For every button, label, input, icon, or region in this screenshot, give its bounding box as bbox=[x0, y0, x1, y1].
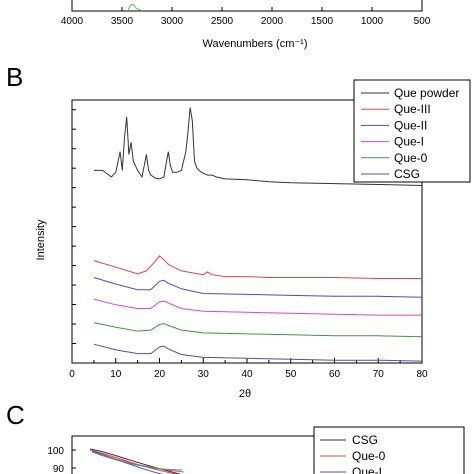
panel-a-ticks: 4000 3500 3000 2500 2000 1500 1000 500 bbox=[61, 7, 431, 27]
x-tick-label: 20 bbox=[154, 369, 166, 380]
panel-c-curve-csg bbox=[89, 448, 181, 474]
panel-a-curve bbox=[127, 3, 143, 12]
panel-c: C 100 90 CSG Que-0 Que-I bbox=[6, 400, 465, 474]
x-tick-label: 40 bbox=[241, 369, 253, 380]
panel-b-label: B bbox=[6, 62, 23, 92]
series-line-csg bbox=[93, 343, 423, 362]
panel-b-xticks: 0 10 20 30 40 50 60 70 80 bbox=[69, 358, 428, 380]
panel-c-legend-box bbox=[313, 426, 465, 474]
series-line-que-ii bbox=[93, 277, 423, 298]
legend-label-que-0: Que-0 bbox=[394, 151, 428, 165]
x-tick-label: 60 bbox=[329, 369, 341, 380]
panel-c-curve-que0 bbox=[89, 449, 178, 474]
panel-a-tick-label: 3000 bbox=[161, 16, 184, 27]
panel-b-ylabel: Intensity bbox=[35, 219, 47, 260]
x-tick-label: 70 bbox=[373, 369, 385, 380]
series-line-que-i bbox=[93, 298, 422, 316]
panel-b-yticks bbox=[72, 109, 76, 364]
panel-c-legend: CSG Que-0 Que-I bbox=[320, 433, 386, 474]
series-line-que-0 bbox=[93, 322, 423, 338]
x-tick-label: 80 bbox=[416, 369, 428, 380]
panel-b: B 0 10 20 30 40 50 60 70 80 2θ Intensity Que pow… bbox=[6, 62, 471, 400]
legend-label-que-powder: Que powder bbox=[394, 86, 459, 100]
panel-a-tick-label: 2500 bbox=[211, 16, 234, 27]
x-tick-label: 10 bbox=[110, 369, 122, 380]
legend-label-que-i: Que-I bbox=[394, 135, 424, 149]
legend-label-que-ii: Que-II bbox=[394, 118, 427, 132]
panel-c-legend-label: Que-0 bbox=[352, 449, 386, 463]
panel-a-tick-label: 4000 bbox=[61, 16, 84, 27]
panel-a-tick-label: 1000 bbox=[361, 16, 384, 27]
panel-c-legend-label: Que-I bbox=[352, 465, 382, 474]
panel-a-xlabel: Wavenumbers (cm⁻¹) bbox=[202, 38, 307, 50]
legend-label-que-iii: Que-III bbox=[394, 102, 431, 116]
panel-c-label: C bbox=[6, 400, 25, 430]
panel-a-tick-label: 3500 bbox=[111, 16, 134, 27]
panel-c-curve-extra bbox=[91, 451, 185, 473]
panel-c-curve-que1 bbox=[91, 450, 164, 474]
panel-c-curve-extra2 bbox=[94, 452, 183, 471]
panel-a-frame bbox=[71, 0, 423, 12]
panel-b-series bbox=[93, 107, 423, 362]
legend-label-csg: CSG bbox=[394, 167, 420, 181]
series-line-que-iii bbox=[93, 255, 422, 279]
panel-a-tick-label: 1500 bbox=[311, 16, 334, 27]
x-tick-label: 50 bbox=[285, 369, 297, 380]
panel-c-ytick-90: 90 bbox=[53, 464, 65, 474]
panel-a-tick-label: 2000 bbox=[261, 16, 284, 27]
x-tick-label: 0 bbox=[69, 369, 75, 380]
panel-b-legend-box bbox=[353, 79, 471, 183]
panel-b-legend: Que powder Que-III Que-II Que-I Que-0 CSG bbox=[353, 79, 471, 183]
panel-a: 4000 3500 3000 2500 2000 1500 1000 500 Wavenumb… bbox=[61, 0, 431, 50]
panel-a-tick-label: 500 bbox=[414, 16, 431, 27]
panel-c-legend-label: CSG bbox=[352, 433, 378, 447]
x-tick-label: 30 bbox=[198, 369, 210, 380]
series-line-que-powder bbox=[93, 107, 423, 186]
panel-b-xlabel: 2θ bbox=[239, 388, 251, 400]
panel-c-ytick-100: 100 bbox=[47, 446, 64, 457]
